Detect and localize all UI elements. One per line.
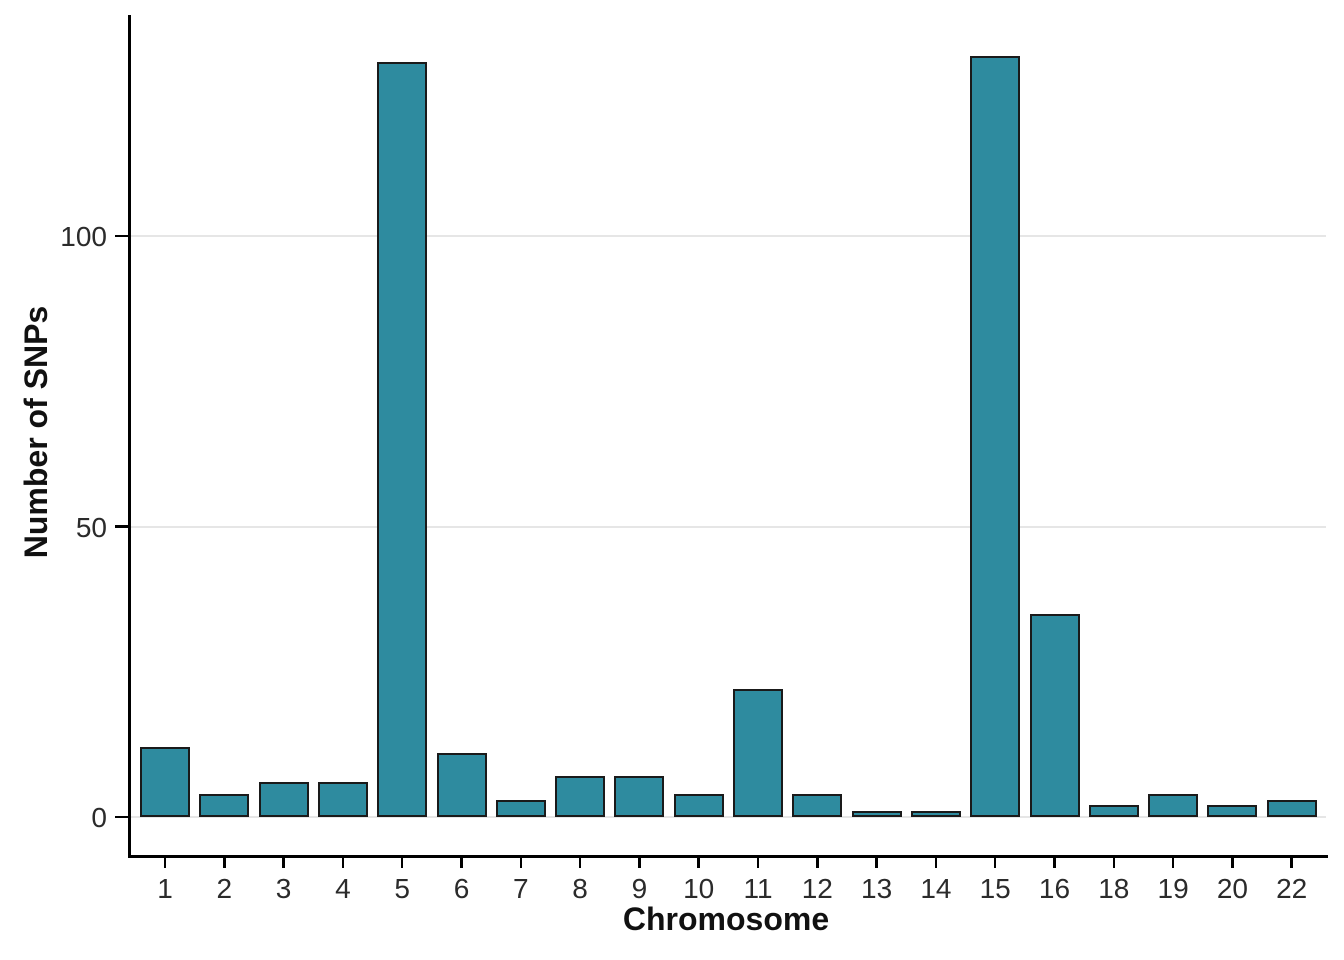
gridline-y-0 — [130, 816, 1326, 818]
x-tick-label-3: 3 — [275, 873, 292, 904]
x-tick-label-20: 20 — [1216, 873, 1248, 904]
x-tick-label-12: 12 — [801, 873, 833, 904]
x-tick-label-1: 1 — [157, 873, 173, 904]
y-tick-0 — [115, 815, 128, 819]
bar-chr-3 — [258, 782, 309, 817]
x-tick-label-19: 19 — [1157, 873, 1189, 904]
bar-chr-12 — [792, 793, 843, 817]
x-tick-label-10: 10 — [683, 873, 715, 904]
x-axis-title: Chromosome — [622, 901, 830, 937]
y-tick-label-50: 50 — [75, 511, 107, 543]
y-tick-label-100: 100 — [60, 221, 107, 252]
x-tick-label-13: 13 — [861, 873, 893, 904]
x-tick-18 — [1112, 857, 1116, 868]
y-axis-line — [128, 15, 131, 857]
bar-chr-18 — [1088, 805, 1139, 817]
x-tick-label-22: 22 — [1276, 873, 1308, 904]
x-tick-19 — [1171, 857, 1175, 868]
y-tick-label-0: 0 — [91, 802, 107, 833]
x-tick-label-2: 2 — [216, 873, 233, 904]
bar-chr-22 — [1266, 799, 1317, 817]
bar-chr-20 — [1207, 805, 1258, 817]
x-tick-label-18: 18 — [1098, 873, 1130, 904]
x-tick-label-9: 9 — [631, 873, 648, 904]
bar-chr-2 — [199, 793, 250, 817]
bar-chr-8 — [555, 776, 606, 817]
x-tick-2 — [223, 857, 226, 868]
bar-chr-9 — [614, 776, 665, 817]
x-axis-line — [128, 855, 1328, 858]
bar-chr-10 — [673, 793, 724, 817]
bar-chr-19 — [1148, 793, 1199, 817]
x-tick-label-6: 6 — [453, 873, 470, 904]
x-tick-label-5: 5 — [394, 873, 410, 904]
x-tick-3 — [282, 857, 285, 868]
x-tick-4 — [341, 857, 345, 868]
x-tick-11 — [756, 857, 760, 868]
x-tick-label-8: 8 — [572, 873, 588, 904]
bar-chr-5 — [377, 61, 428, 817]
x-tick-label-7: 7 — [513, 873, 529, 904]
x-tick-8 — [578, 857, 582, 868]
x-tick-16 — [1053, 857, 1056, 868]
bar-chr-7 — [495, 799, 546, 817]
gridline-y-50 — [130, 525, 1326, 528]
x-tick-22 — [1290, 857, 1293, 868]
y-axis-title: Number of SNPs — [18, 305, 54, 559]
bar-chr-4 — [317, 782, 368, 817]
bar-chr-1 — [140, 747, 190, 817]
gridline-y-100 — [130, 235, 1326, 237]
x-tick-label-4: 4 — [335, 873, 351, 904]
bar-chr-13 — [851, 811, 902, 817]
x-tick-10 — [697, 857, 700, 868]
x-tick-1 — [163, 857, 167, 868]
x-tick-14 — [934, 857, 938, 868]
x-tick-label-16: 16 — [1038, 873, 1071, 904]
bar-chr-11 — [733, 689, 783, 817]
bar-chr-14 — [910, 811, 961, 817]
x-tick-12 — [816, 857, 819, 868]
x-tick-9 — [638, 857, 641, 868]
x-tick-label-11: 11 — [743, 873, 773, 904]
bar-chr-15 — [970, 55, 1021, 817]
x-tick-15 — [993, 857, 997, 868]
x-tick-5 — [400, 857, 404, 868]
bar-chr-6 — [436, 753, 487, 817]
x-tick-label-14: 14 — [920, 873, 952, 904]
x-tick-7 — [519, 857, 523, 868]
x-tick-label-15: 15 — [979, 873, 1011, 904]
x-tick-13 — [875, 857, 878, 868]
x-tick-6 — [460, 857, 463, 868]
y-tick-50 — [115, 525, 128, 528]
bar-chr-16 — [1029, 613, 1080, 817]
y-tick-100 — [115, 234, 128, 238]
x-tick-20 — [1231, 857, 1234, 868]
